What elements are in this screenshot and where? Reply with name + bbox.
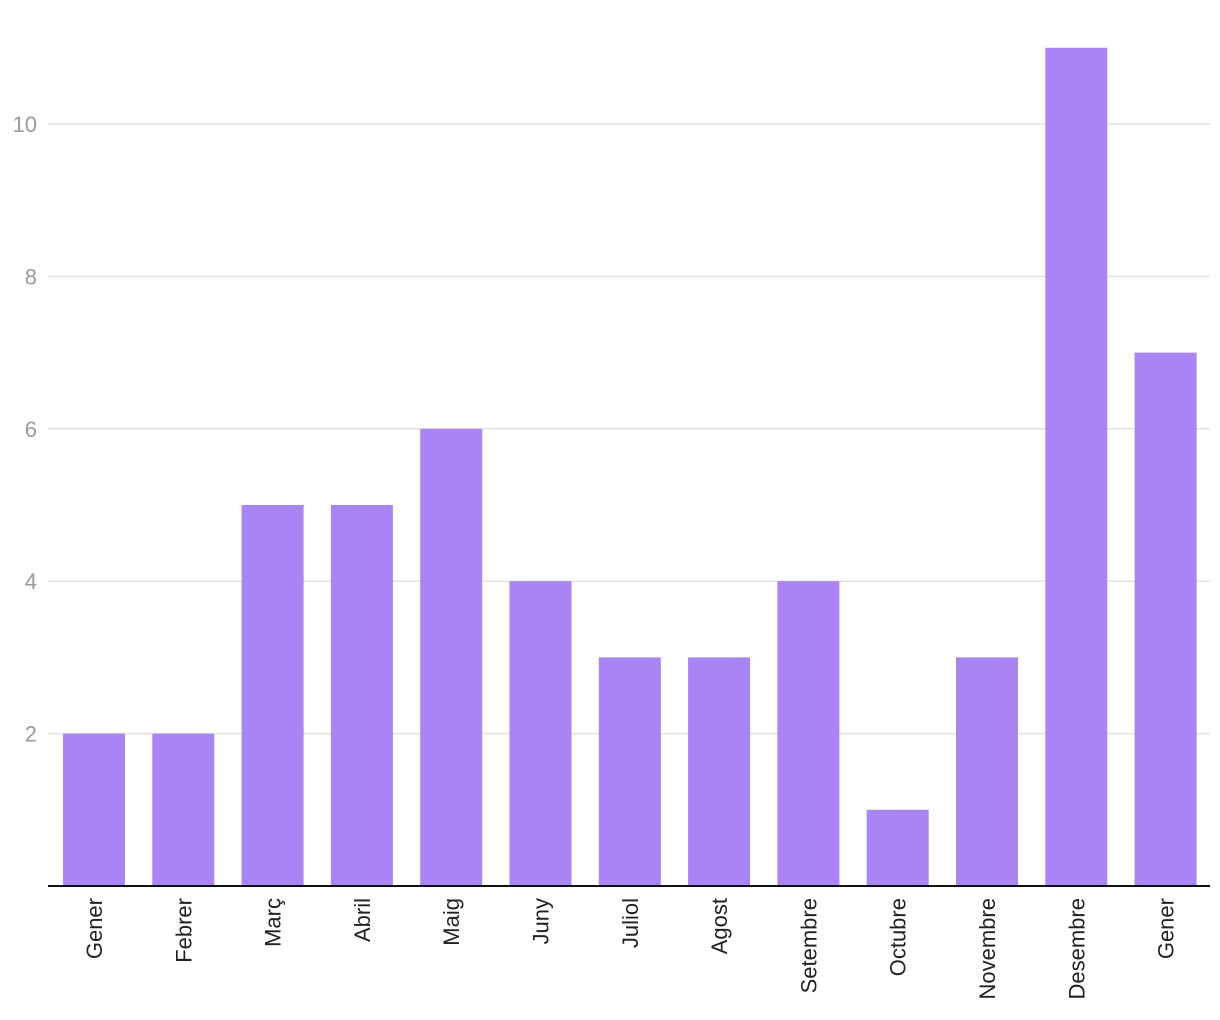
bar <box>598 657 661 886</box>
bar <box>152 733 215 886</box>
bar <box>330 505 393 886</box>
bar <box>509 581 572 886</box>
x-tick-label: Juny <box>529 898 554 944</box>
x-tick-label: Setembre <box>796 898 821 993</box>
bar <box>688 657 751 886</box>
gridlines <box>48 123 1210 735</box>
x-tick-label: Gener <box>82 898 107 959</box>
bar <box>1045 47 1108 887</box>
bar <box>63 733 125 886</box>
y-tick-label: 2 <box>25 722 37 747</box>
bar <box>777 581 840 886</box>
x-tick-label: Març <box>261 898 286 947</box>
bars <box>63 47 1197 887</box>
y-axis-ticks: 2 4 6 8 10 <box>13 112 37 747</box>
x-tick-label: Maig <box>439 898 464 946</box>
x-axis-ticks: Gener Febrer Març Abril Maig Juny Juliol Agost S… <box>82 898 1179 999</box>
x-tick-label: Desembre <box>1064 898 1089 999</box>
y-tick-label: 4 <box>25 569 37 594</box>
x-tick-label: Novembre <box>975 898 1000 999</box>
bar <box>241 505 304 886</box>
x-tick-label: Juliol <box>618 898 643 948</box>
x-tick-label: Abril <box>350 898 375 942</box>
bar <box>956 657 1018 886</box>
x-tick-label: Octubre <box>886 898 911 976</box>
bar <box>866 809 929 886</box>
y-tick-label: 8 <box>25 264 37 289</box>
bar <box>420 428 483 886</box>
bar <box>1134 352 1197 887</box>
x-tick-label: Agost <box>707 898 732 954</box>
y-tick-label: 6 <box>25 417 37 442</box>
x-tick-label: Gener <box>1154 898 1179 959</box>
x-tick-label: Febrer <box>171 898 196 963</box>
y-tick-label: 10 <box>13 112 37 137</box>
